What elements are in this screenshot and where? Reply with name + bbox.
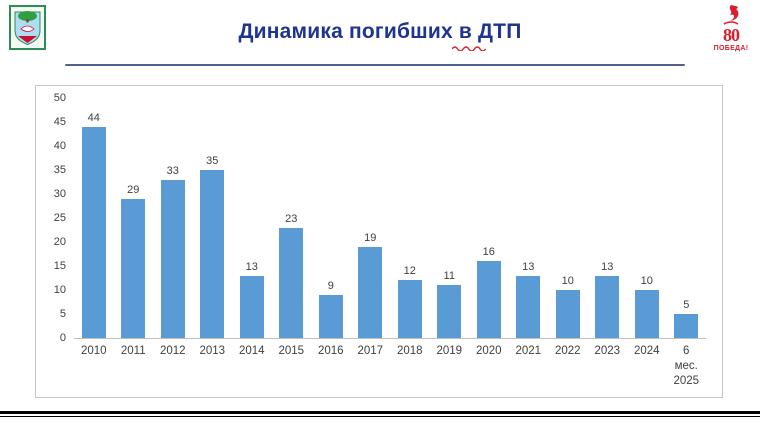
y-tick-label: 10 <box>53 284 66 296</box>
bar-cell: 13 <box>509 98 549 338</box>
x-axis-label: 2016 <box>317 345 344 357</box>
x-axis-label: 2020 <box>475 345 502 357</box>
victory-number: 80 <box>723 25 740 45</box>
bar <box>516 275 541 338</box>
x-axis-label: 2015 <box>278 345 305 357</box>
x-axis-label: 2012 <box>159 345 186 357</box>
bar-value-label: 5 <box>683 299 690 311</box>
bar-value-label: 23 <box>285 212 298 225</box>
y-tick-label: 40 <box>53 140 66 152</box>
bar <box>674 314 699 338</box>
spellcheck-squiggle-icon <box>452 46 486 51</box>
x-axis-label: 2017 <box>357 345 384 357</box>
bar-cell: 16 <box>469 98 509 338</box>
y-tick-label: 25 <box>53 212 66 224</box>
bar-value-label: 12 <box>403 265 416 278</box>
bar <box>279 227 304 338</box>
bar-value-label: 10 <box>640 275 653 287</box>
x-axis-label: 2014 <box>238 345 265 357</box>
bar-value-label: 13 <box>601 260 614 273</box>
bar-cell: 23 <box>272 98 312 338</box>
bar <box>200 170 225 338</box>
y-tick-label: 5 <box>59 308 66 320</box>
bar-value-label: 16 <box>482 246 495 259</box>
bar-value-label: 11 <box>443 270 455 283</box>
bar <box>239 275 264 338</box>
bar <box>595 275 620 338</box>
bar-cell: 12 <box>390 98 430 338</box>
bar-value-label: 33 <box>166 164 179 177</box>
bar-cell: 10 <box>627 98 667 338</box>
y-axis: 0 5 10 15 20 25 30 35 40 45 50 <box>44 92 74 344</box>
bar <box>476 261 501 338</box>
bar-value-label: 35 <box>206 155 219 167</box>
chart-plot-wrapper: 0 5 10 15 20 25 30 35 40 45 50 44 29 33 35 13 23 9 19 12 11… <box>44 92 706 344</box>
bar <box>437 285 462 338</box>
y-tick-label: 30 <box>53 188 66 200</box>
bar-cell: 11 <box>430 98 470 338</box>
x-axis-label: 2023 <box>594 345 621 357</box>
x-axis-label: 2024 <box>633 345 660 357</box>
bar <box>318 294 343 338</box>
page-title: Динамика погибших в ДТП <box>238 20 522 43</box>
bar-cell: 10 <box>548 98 588 338</box>
y-tick-label: 20 <box>53 236 66 248</box>
bar-value-label: 13 <box>245 260 258 273</box>
bar-cell: 5 <box>667 98 707 338</box>
bar-cell: 9 <box>311 98 351 338</box>
bar-cell: 19 <box>351 98 391 338</box>
bar <box>160 179 185 338</box>
bar <box>121 198 146 338</box>
plot-area: 44 29 33 35 13 23 9 19 12 11 16 13 10 13 10 5 <box>74 98 706 339</box>
bar-cell: 29 <box>114 98 154 338</box>
footer-line-thick <box>0 411 760 414</box>
bar-chart: 0 5 10 15 20 25 30 35 40 45 50 44 29 33 35 13 23 9 19 12 11… <box>35 85 723 398</box>
y-tick-label: 50 <box>53 92 66 104</box>
x-axis-label: 2018 <box>396 345 423 357</box>
x-axis: 2010 2011 2012 2013 2014 2015 2016 2017 2018 2019… <box>74 339 706 389</box>
bar <box>634 290 659 338</box>
title-separator-line <box>65 64 685 66</box>
bar-value-label: 19 <box>364 231 377 244</box>
x-axis-label: 2021 <box>515 345 542 357</box>
bar-cell: 13 <box>588 98 628 338</box>
x-axis-label: 2010 <box>80 345 107 357</box>
bar-value-label: 9 <box>327 279 334 292</box>
bar <box>81 126 106 338</box>
bar <box>358 246 383 338</box>
bar-cell: 13 <box>232 98 272 338</box>
y-tick-label: 0 <box>59 332 66 344</box>
bar-value-label: 10 <box>561 275 574 287</box>
y-tick-label: 45 <box>53 116 66 128</box>
bar <box>555 290 580 338</box>
footer-line-thin <box>0 416 760 417</box>
victory-80-logo: 80 ПОБЕДА! <box>708 4 754 62</box>
bar-value-label: 44 <box>87 111 100 124</box>
x-axis-label: 2011 <box>120 345 146 357</box>
x-axis-label: 6 мес. 2025 <box>673 345 700 387</box>
victory-label: ПОБЕДА! <box>713 45 749 52</box>
bar-cell: 35 <box>193 98 233 338</box>
bar-value-label: 13 <box>522 260 535 273</box>
bar-cell: 44 <box>74 98 114 338</box>
bar-value-label: 29 <box>127 183 140 196</box>
bar <box>397 280 422 338</box>
x-axis-label: 2022 <box>554 345 581 357</box>
bar-cell: 33 <box>153 98 193 338</box>
x-axis-label: 2019 <box>436 345 463 357</box>
y-tick-label: 15 <box>53 260 66 272</box>
victory-flame-icon <box>723 5 739 25</box>
y-tick-label: 35 <box>53 164 66 176</box>
x-axis-label: 2013 <box>199 345 226 357</box>
city-crest-logo <box>9 5 46 50</box>
